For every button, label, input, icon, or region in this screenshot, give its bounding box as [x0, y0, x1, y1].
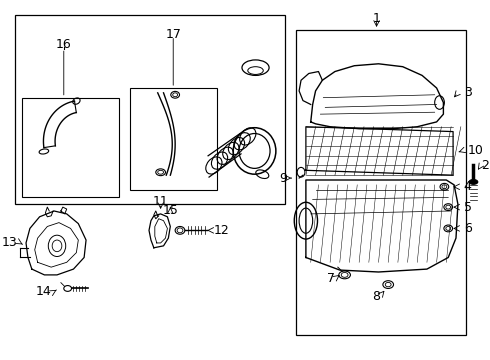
Bar [130, 88, 217, 190]
Text: 13: 13 [1, 237, 17, 249]
Text: 14: 14 [35, 285, 51, 298]
Text: 7: 7 [327, 272, 335, 285]
Ellipse shape [469, 180, 478, 184]
Bar [296, 30, 466, 335]
Text: 5: 5 [464, 201, 472, 213]
Text: 10: 10 [467, 144, 484, 157]
Text: 6: 6 [464, 222, 471, 235]
Text: 16: 16 [56, 38, 72, 51]
Bar [15, 15, 285, 204]
Bar [22, 98, 119, 197]
Text: 12: 12 [214, 224, 230, 237]
Text: 3: 3 [464, 86, 471, 99]
Text: 2: 2 [481, 159, 489, 172]
Text: 8: 8 [372, 290, 380, 303]
Text: 17: 17 [165, 28, 181, 41]
Text: 15: 15 [162, 204, 178, 217]
Text: 9: 9 [280, 172, 288, 185]
Text: 1: 1 [372, 12, 381, 25]
Text: 11: 11 [153, 195, 169, 208]
Text: 4: 4 [464, 180, 471, 193]
